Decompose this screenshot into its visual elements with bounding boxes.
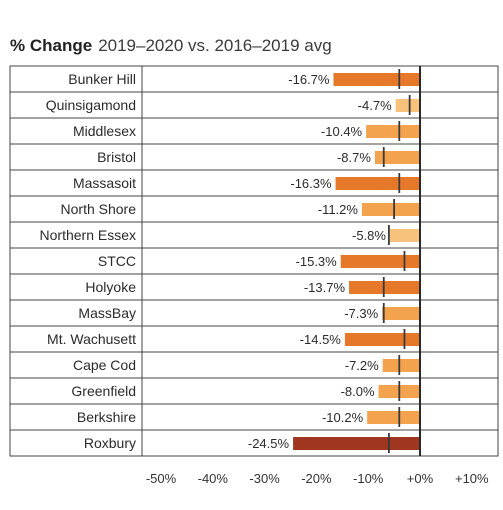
category-label-middlesex: Middlesex <box>73 123 136 139</box>
bar-roxbury <box>293 437 420 450</box>
chart-subtitle: 2019–2020 vs. 2016–2019 avg <box>98 36 332 55</box>
bar-cape-cod <box>382 359 420 372</box>
category-label-cape-cod: Cape Cod <box>73 357 136 373</box>
category-label-holyoke: Holyoke <box>85 279 136 295</box>
value-label-bristol: -8.7% <box>337 150 371 165</box>
value-label-quinsigamond: -4.7% <box>358 98 392 113</box>
x-tick-label-0: -50% <box>146 471 177 486</box>
value-label-north-shore: -11.2% <box>318 202 359 217</box>
bar-northern-essex <box>389 229 420 242</box>
category-label-stcc: STCC <box>98 253 136 269</box>
category-label-northern-essex: Northern Essex <box>40 227 136 243</box>
x-tick-label-4: -10% <box>353 471 384 486</box>
value-label-cape-cod: -7.2% <box>345 358 379 373</box>
value-label-northern-essex: -5.8% <box>352 228 386 243</box>
bar-quinsigamond <box>395 99 420 112</box>
value-label-greenfield: -8.0% <box>341 384 375 399</box>
row-bristol <box>9 143 499 171</box>
bar-bristol <box>374 151 420 164</box>
row-holyoke <box>9 273 499 301</box>
category-label-roxbury: Roxbury <box>84 435 136 451</box>
category-label-bristol: Bristol <box>97 149 136 165</box>
category-label-greenfield: Greenfield <box>71 383 136 399</box>
category-label-quinsigamond: Quinsigamond <box>46 97 136 113</box>
chart-title: % Change 2019–2020 vs. 2016–2019 avg <box>10 36 332 56</box>
chart-title-bold: % Change <box>10 36 93 55</box>
bar-massbay <box>382 307 420 320</box>
value-label-holyoke: -13.7% <box>304 280 346 295</box>
category-label-massasoit: Massasoit <box>73 175 136 191</box>
row-stcc <box>9 247 499 275</box>
value-label-massasoit: -16.3% <box>290 176 332 191</box>
value-label-mt-wachusett: -14.5% <box>300 332 342 347</box>
value-label-middlesex: -10.4% <box>321 124 363 139</box>
category-label-bunker-hill: Bunker Hill <box>68 71 136 87</box>
x-tick-label-3: -20% <box>301 471 332 486</box>
category-label-mt-wachusett: Mt. Wachusett <box>47 331 136 347</box>
value-label-massbay: -7.3% <box>344 306 378 321</box>
category-label-massbay: MassBay <box>78 305 136 321</box>
x-tick-label-1: -40% <box>198 471 229 486</box>
bar-stcc <box>340 255 420 268</box>
value-label-berkshire: -10.2% <box>322 410 364 425</box>
bar-berkshire <box>367 411 420 424</box>
bar-mt-wachusett <box>344 333 420 346</box>
x-tick-label-6: +10% <box>455 471 489 486</box>
x-tick-label-2: -30% <box>249 471 280 486</box>
bar-north-shore <box>361 203 420 216</box>
bar-bunker-hill <box>333 73 420 86</box>
value-label-stcc: -15.3% <box>296 254 338 269</box>
bar-middlesex <box>366 125 420 138</box>
x-tick-label-5: +0% <box>407 471 434 486</box>
category-label-north-shore: North Shore <box>61 201 137 217</box>
bar-massasoit <box>335 177 420 190</box>
value-label-bunker-hill: -16.7% <box>288 72 330 87</box>
category-label-berkshire: Berkshire <box>77 409 136 425</box>
row-roxbury <box>9 429 499 457</box>
value-label-roxbury: -24.5% <box>248 436 290 451</box>
